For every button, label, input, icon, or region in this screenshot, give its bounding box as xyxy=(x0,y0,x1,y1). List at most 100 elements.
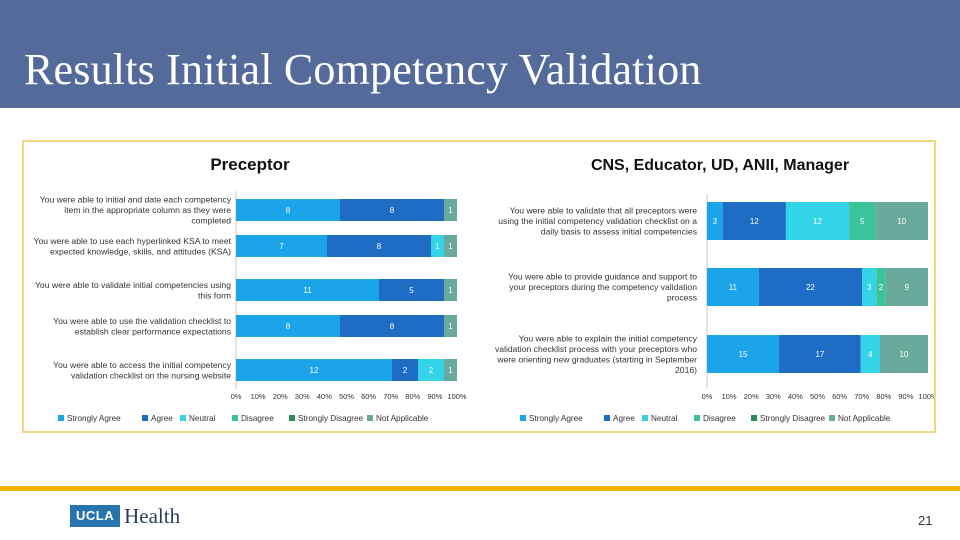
category-label-1-0: You were able to validate that all prece… xyxy=(510,206,698,216)
data-label-1-2-1: 17 xyxy=(815,350,824,359)
data-label-1-2-0: 15 xyxy=(739,350,748,359)
data-label-1-2-5: 10 xyxy=(900,350,909,359)
bar-segment-1-0-3 xyxy=(849,202,876,240)
x-tick-1-5: 50% xyxy=(810,392,825,401)
data-label-0-3-0: 8 xyxy=(286,322,291,331)
x-tick-0-5: 50% xyxy=(339,392,354,401)
legend-swatch-0-2 xyxy=(180,415,186,421)
legend-label-1-1: Agree xyxy=(613,414,635,423)
data-label-1-0-1: 12 xyxy=(750,217,759,226)
category-label-1-1: your preceptors during the competency va… xyxy=(509,282,697,292)
bar-segment-0-2-5 xyxy=(444,279,457,301)
data-label-0-4-0: 12 xyxy=(310,366,319,375)
bar-segment-0-0-1 xyxy=(340,199,444,221)
title-bar: Results Initial Competency Validation xyxy=(0,0,960,108)
bar-segment-1-2-2 xyxy=(860,335,880,373)
bar-segment-1-1-1 xyxy=(758,268,863,306)
bar-segment-1-1-3 xyxy=(876,268,886,306)
data-label-0-1-1: 8 xyxy=(377,242,382,251)
category-label-0-2: You were able to validate initial compet… xyxy=(35,280,231,290)
bar-segment-1-1-2 xyxy=(862,268,877,306)
charts-svg: Preceptor You were able to initial and da… xyxy=(34,155,934,423)
data-label-0-0-5: 1 xyxy=(448,206,453,215)
legend-label-1-3: Disagree xyxy=(703,414,736,423)
legend-label-1-2: Neutral xyxy=(651,414,678,423)
x-tick-1-7: 70% xyxy=(854,392,869,401)
x-tick-1-1: 10% xyxy=(722,392,737,401)
category-label-0-2: this form xyxy=(198,290,231,300)
data-label-1-0-5: 10 xyxy=(897,217,906,226)
bar-segment-0-3-5 xyxy=(444,315,457,337)
category-label-0-4: You were able to access the initial comp… xyxy=(53,360,232,370)
data-label-0-2-1: 5 xyxy=(409,286,414,295)
bar-segment-1-0-2 xyxy=(785,202,850,240)
x-tick-0-1: 10% xyxy=(251,392,266,401)
x-tick-0-9: 90% xyxy=(427,392,442,401)
bar-segment-0-1-5 xyxy=(444,235,457,257)
data-label-0-0-0: 8 xyxy=(286,206,291,215)
bar-segment-0-3-1 xyxy=(340,315,444,337)
category-label-1-2: You were able to explain the initial com… xyxy=(519,333,698,343)
x-tick-0-6: 60% xyxy=(361,392,376,401)
legend-swatch-1-1 xyxy=(604,415,610,421)
bar-segment-0-4-2 xyxy=(418,359,444,381)
category-label-1-0: daily basis to assess initial competenci… xyxy=(541,227,697,237)
x-tick-1-4: 40% xyxy=(788,392,803,401)
footer-gold-line xyxy=(0,486,960,491)
category-label-0-1: expected knowledge, skills, and attitude… xyxy=(50,246,231,256)
legend-label-0-4: Strongly Disagree xyxy=(298,414,364,423)
x-tick-0-10: 100% xyxy=(447,392,467,401)
bar-segment-0-3-0 xyxy=(236,315,340,337)
legend-label-0-3: Disagree xyxy=(241,414,274,423)
category-label-1-1: You were able to provide guidance and su… xyxy=(508,272,697,282)
data-label-0-1-5: 1 xyxy=(448,242,453,251)
data-label-1-1-0: 11 xyxy=(729,283,738,292)
bar-segment-1-2-1 xyxy=(779,335,861,373)
data-label-0-0-1: 8 xyxy=(390,206,395,215)
bar-segment-0-4-1 xyxy=(392,359,418,381)
data-label-1-0-0: 3 xyxy=(713,217,718,226)
category-label-1-2: 2016) xyxy=(675,365,697,375)
slide-title: Results Initial Competency Validation xyxy=(24,45,702,94)
data-label-0-3-5: 1 xyxy=(448,322,453,331)
data-label-1-0-3: 5 xyxy=(860,217,865,226)
x-tick-1-2: 20% xyxy=(744,392,759,401)
x-tick-0-7: 70% xyxy=(383,392,398,401)
legend-label-1-5: Not Applicable xyxy=(838,414,891,423)
logo-box: UCLA xyxy=(70,505,121,527)
category-label-0-0: completed xyxy=(191,216,231,226)
ucla-health-logo: UCLA Health xyxy=(70,504,180,528)
x-tick-1-10: 100% xyxy=(918,392,934,401)
legend-label-1-0: Strongly Agree xyxy=(529,414,583,423)
category-label-0-1: You were able to use each hyperlinked KS… xyxy=(34,236,232,246)
category-label-0-3: You were able to use the validation chec… xyxy=(53,316,231,326)
bar-segment-0-2-1 xyxy=(379,279,444,301)
legend-swatch-1-4 xyxy=(751,415,757,421)
legend-swatch-1-5 xyxy=(829,415,835,421)
bar-segment-0-1-2 xyxy=(431,235,444,257)
category-label-1-0: using the initial competency validation … xyxy=(498,216,697,226)
legend-label-1-4: Strongly Disagree xyxy=(760,414,826,423)
legend-label-0-0: Strongly Agree xyxy=(67,414,121,423)
legend-label-0-1: Agree xyxy=(151,414,173,423)
x-tick-0-2: 20% xyxy=(273,392,288,401)
data-label-1-2-2: 4 xyxy=(868,350,873,359)
bar-segment-1-2-0 xyxy=(707,335,780,373)
category-label-1-2: validation checklist process with your p… xyxy=(495,344,697,354)
bar-segment-0-1-1 xyxy=(327,235,431,257)
category-label-0-3: establish clear performance expectations xyxy=(75,326,231,336)
legend-swatch-0-0 xyxy=(58,415,64,421)
legend-swatch-0-1 xyxy=(142,415,148,421)
data-label-1-1-3: 2 xyxy=(879,283,884,292)
page-number: 21 xyxy=(918,513,933,528)
category-label-1-2: were orienting new graduates (starting i… xyxy=(496,354,697,364)
data-label-0-4-2: 2 xyxy=(429,366,434,375)
legend-label-0-2: Neutral xyxy=(189,414,216,423)
data-label-0-1-2: 1 xyxy=(435,242,440,251)
x-tick-0-4: 40% xyxy=(317,392,332,401)
x-tick-0-3: 30% xyxy=(295,392,310,401)
bar-segment-1-1-0 xyxy=(707,268,759,306)
data-label-0-1-0: 7 xyxy=(279,242,284,251)
legend-swatch-1-3 xyxy=(694,415,700,421)
bar-segment-0-1-0 xyxy=(236,235,327,257)
